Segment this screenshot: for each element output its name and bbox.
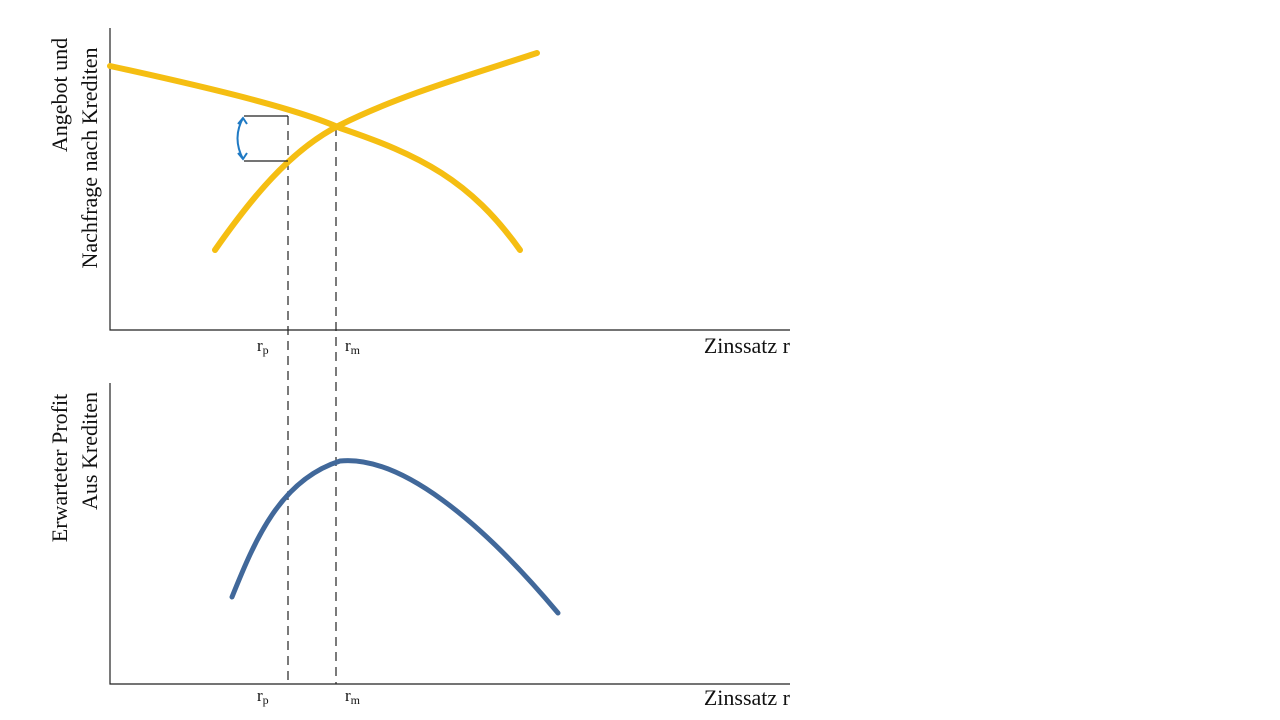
axes <box>109 28 790 685</box>
marker-label: rp <box>257 336 269 357</box>
y-label: Aus Krediten <box>77 392 102 510</box>
y-label: Erwarteter Profit <box>47 394 72 542</box>
marker-base: r <box>345 336 351 355</box>
profit-curve <box>229 458 561 616</box>
gap-bracket <box>244 115 288 162</box>
bottom-axes <box>109 383 790 685</box>
top-curves <box>107 50 540 253</box>
marker-label: rm <box>345 336 361 357</box>
top-axes <box>109 28 790 331</box>
marker-label: rm <box>345 686 361 707</box>
marker-base: r <box>257 336 263 355</box>
supply-curve <box>212 50 540 253</box>
y-label: Nachfrage nach Krediten <box>77 47 102 268</box>
y-label: Angebot und <box>47 38 72 152</box>
marker-sub: p <box>263 693 269 707</box>
marker-base: r <box>345 686 351 705</box>
marker-sub: m <box>351 343 361 357</box>
marker-sub: m <box>351 693 361 707</box>
marker-label: rp <box>257 686 269 707</box>
gap-arrow-head <box>237 116 248 125</box>
marker-sub: p <box>263 343 269 357</box>
guides <box>287 116 337 684</box>
x-label: Zinssatz r <box>704 685 791 710</box>
demand-curve <box>107 63 523 253</box>
marker-base: r <box>257 686 263 705</box>
gap-arrow <box>236 116 248 161</box>
gap-arrow-head <box>237 152 248 161</box>
x-label: Zinssatz r <box>704 333 791 358</box>
